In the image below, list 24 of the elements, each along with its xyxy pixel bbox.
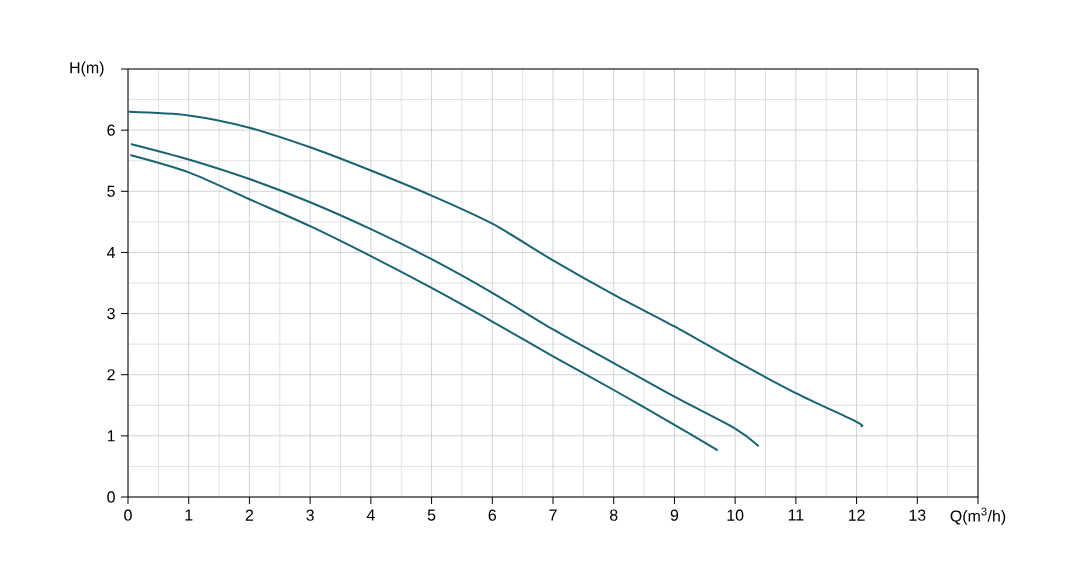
y-axis-title: H(m): [70, 61, 104, 77]
x-tick-label: 10: [727, 509, 744, 521]
y-tick-label: 3: [107, 307, 115, 320]
x-tick-label: 5: [427, 509, 436, 521]
x-tick-label: 12: [848, 509, 865, 521]
x-axis-title: Q(m$^{3}$/h): [950, 507, 1006, 525]
y-tick-label: 0: [107, 491, 115, 503]
x-tick-label: 3: [306, 509, 314, 521]
x-tick-label: 1: [185, 509, 193, 521]
y-tick-label: 5: [107, 185, 115, 197]
line-series: [128, 110, 863, 428]
y-tick-label: 1: [107, 430, 115, 442]
x-tick-label: 2: [245, 509, 254, 521]
x-tick-label: 6: [488, 509, 497, 521]
x-tick-label: 11: [788, 509, 804, 521]
y-tick-label: 4: [106, 246, 116, 258]
x-tick-label: 0: [124, 509, 132, 521]
y-tick-label: 6: [107, 124, 115, 136]
x-tick-label: 9: [670, 509, 679, 521]
x-tick-label: 7: [549, 509, 557, 521]
x-tick-label: 8: [609, 509, 618, 521]
y-tick-label: 2: [107, 369, 115, 381]
x-tick-label: 13: [909, 509, 926, 521]
x-tick-label: 4: [366, 509, 375, 521]
